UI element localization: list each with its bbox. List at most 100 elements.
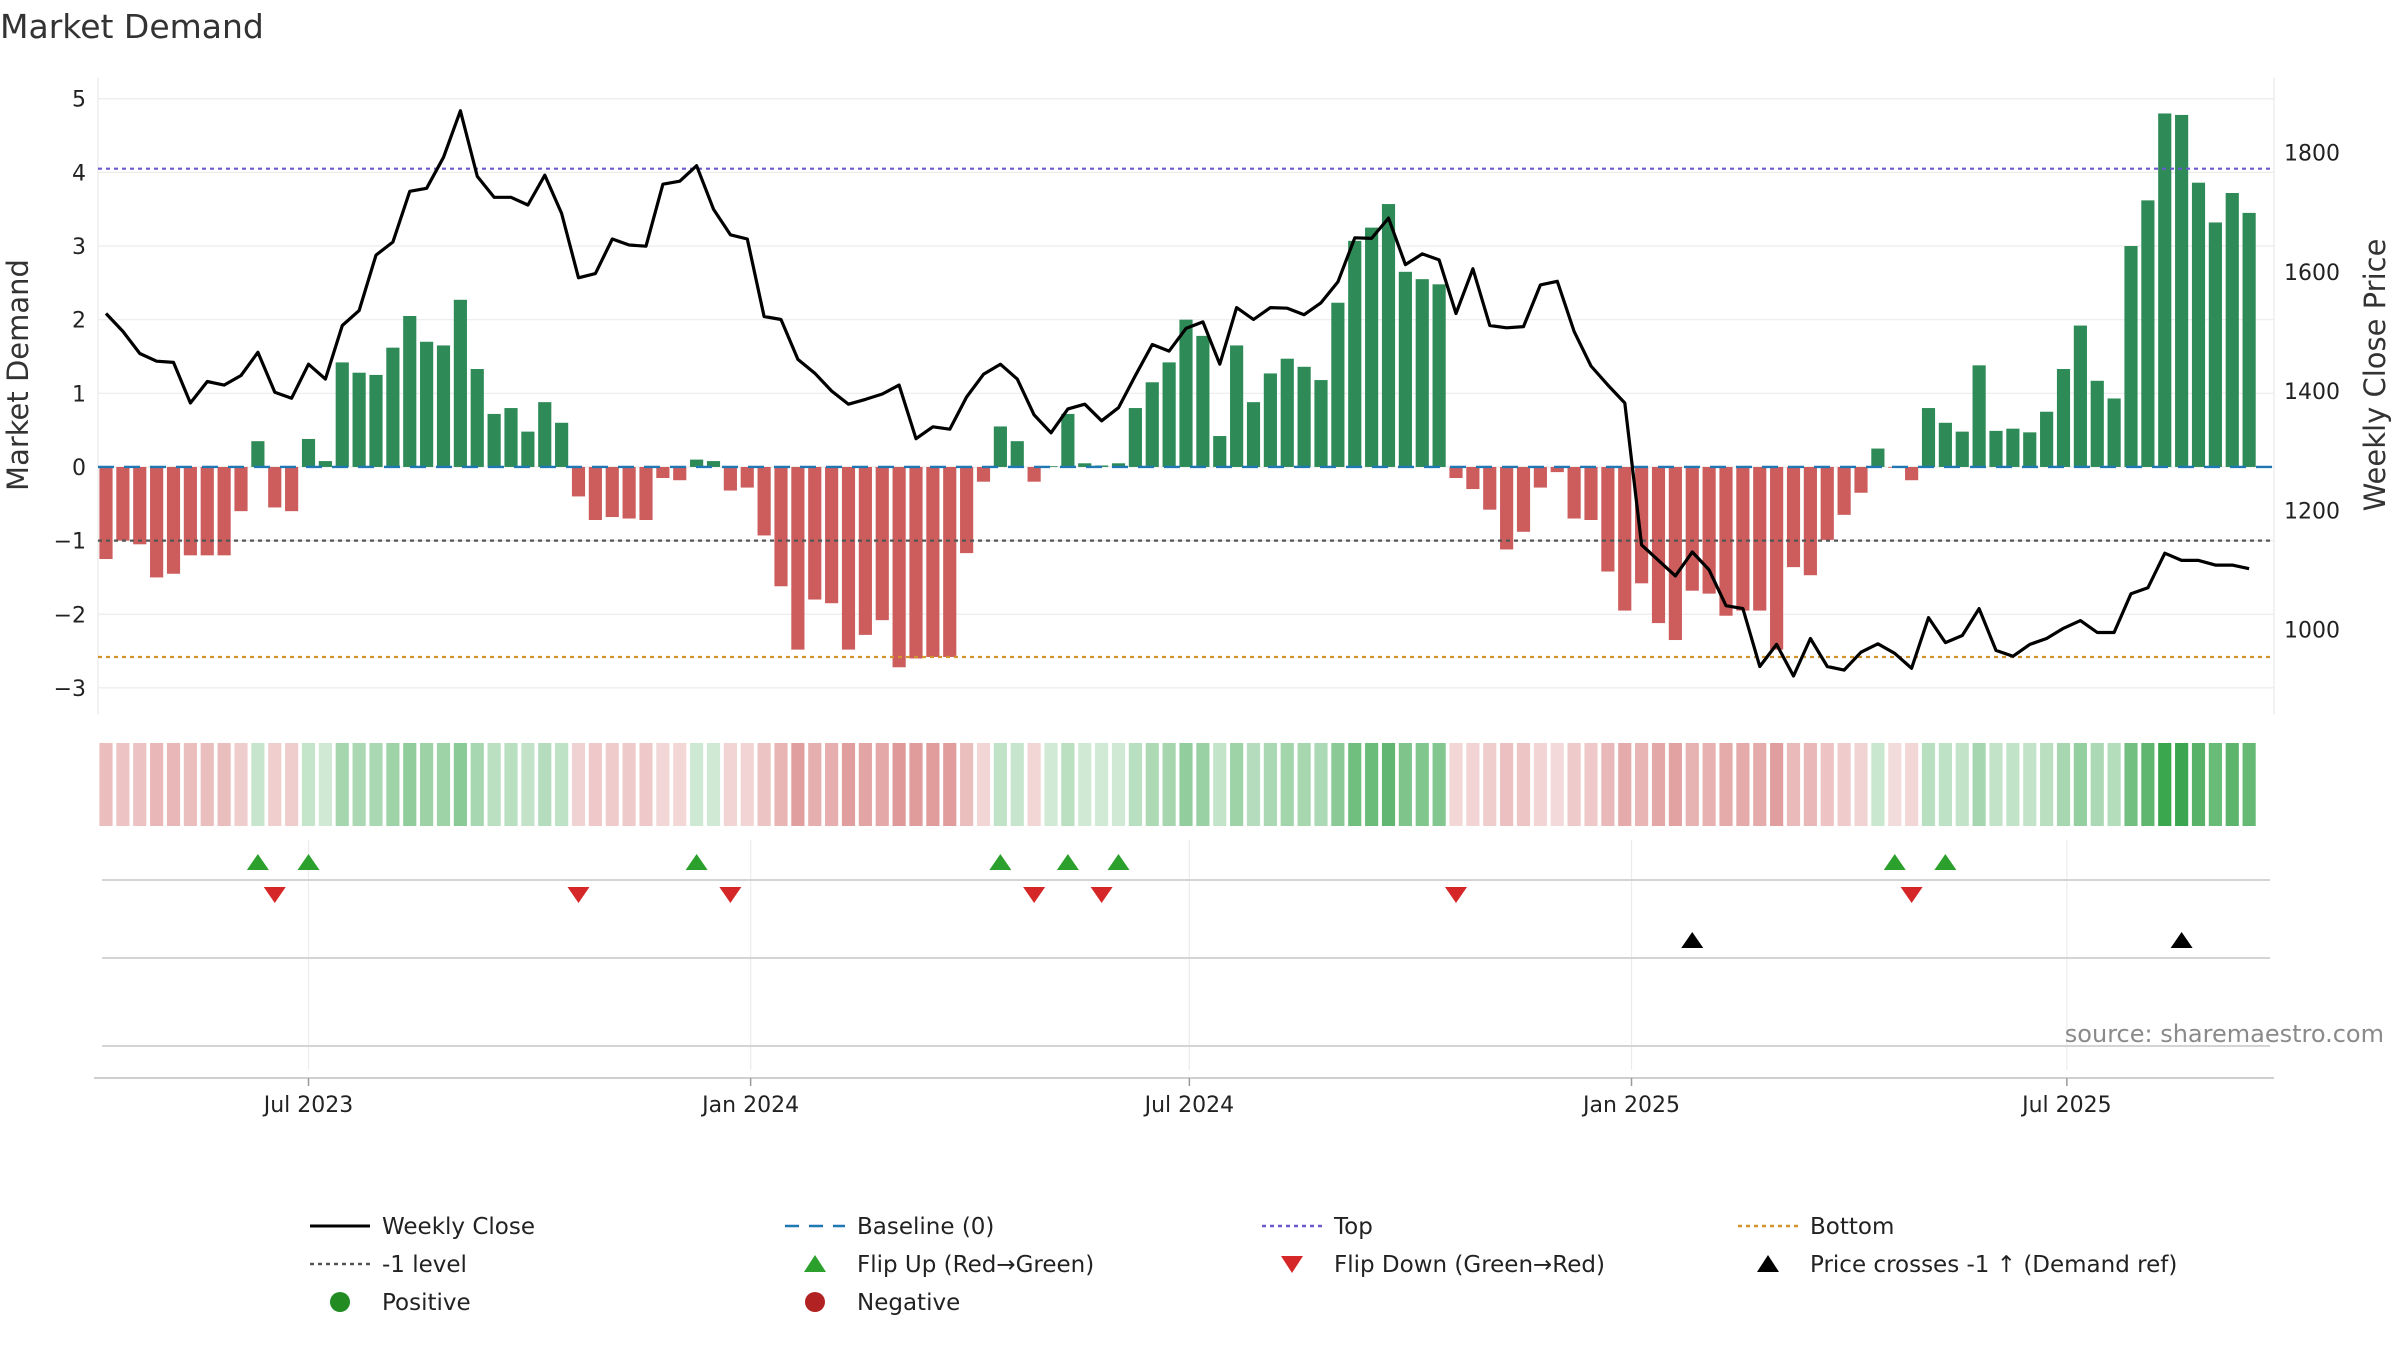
demand-bar bbox=[1736, 466, 1750, 611]
demand-bar bbox=[2124, 246, 2138, 467]
heat-strip-cell bbox=[808, 743, 822, 826]
demand-bar bbox=[1348, 240, 1362, 467]
heat-strip-cell bbox=[2056, 743, 2071, 826]
heat-strip-cell bbox=[1263, 743, 1277, 826]
legend-item: Flip Down (Green→Red) bbox=[1281, 1252, 1605, 1278]
demand-bar bbox=[926, 466, 940, 657]
heat-strip-cell bbox=[960, 743, 974, 826]
demand-bar bbox=[251, 441, 265, 467]
left-tick-label: 3 bbox=[72, 235, 86, 260]
demand-bar bbox=[723, 466, 737, 491]
left-tick-label: 5 bbox=[72, 88, 86, 113]
heat-strip-cell bbox=[1027, 743, 1041, 826]
demand-bar bbox=[1516, 466, 1531, 532]
demand-bar bbox=[841, 466, 856, 650]
demand-bar bbox=[521, 431, 535, 467]
legend-label: -1 level bbox=[382, 1252, 467, 1278]
heat-strip-cell bbox=[1365, 743, 1379, 826]
demand-bar bbox=[2006, 428, 2020, 467]
demand-bar bbox=[285, 466, 299, 512]
heat-strip-cell bbox=[1162, 743, 1176, 826]
heat-strip-cell bbox=[1415, 743, 1429, 826]
demand-bar bbox=[1635, 466, 1649, 584]
legend-item: Negative bbox=[805, 1290, 960, 1316]
heat-strip-cell bbox=[740, 743, 754, 826]
demand-bar bbox=[166, 466, 181, 574]
demand-bar bbox=[774, 466, 788, 587]
demand-bar bbox=[740, 466, 754, 488]
demand-bar bbox=[2208, 222, 2222, 467]
demand-bar bbox=[504, 408, 518, 467]
legend-label: Top bbox=[1333, 1214, 1373, 1240]
heat-strip-cell bbox=[487, 743, 501, 826]
legend-swatch bbox=[1757, 1255, 1779, 1272]
demand-bar bbox=[976, 466, 991, 482]
heat-strip-cell bbox=[555, 743, 569, 826]
flip-up-marker bbox=[989, 854, 1012, 870]
heat-strip-cell bbox=[1230, 743, 1244, 826]
heat-strip-cell bbox=[1246, 743, 1261, 826]
price-cross-marker bbox=[2170, 932, 2193, 948]
demand-bar bbox=[639, 466, 653, 520]
demand-bar bbox=[1145, 382, 1159, 467]
demand-bar bbox=[825, 466, 839, 604]
heat-strip-cell bbox=[1297, 743, 1311, 826]
heat-strip-cell bbox=[2023, 743, 2037, 826]
demand-bar bbox=[1500, 466, 1514, 550]
heat-strip-cell bbox=[791, 743, 805, 826]
left-tick-label: 2 bbox=[72, 309, 86, 334]
x-tick-label: Jul 2025 bbox=[2020, 1093, 2112, 1118]
demand-bar bbox=[808, 466, 822, 600]
demand-bar bbox=[656, 466, 670, 479]
heat-strip-cell bbox=[1736, 743, 1750, 826]
demand-bar bbox=[1162, 362, 1176, 467]
demand-bar bbox=[622, 466, 636, 519]
demand-bar bbox=[1770, 466, 1784, 650]
left-tick-label: 4 bbox=[72, 161, 86, 186]
demand-bar bbox=[1905, 466, 1919, 481]
heat-strip-cell bbox=[2141, 743, 2155, 826]
flip-up-marker bbox=[297, 854, 320, 870]
heat-strip-cell bbox=[723, 743, 737, 826]
demand-bar bbox=[1533, 466, 1547, 488]
legend-item: Flip Up (Red→Green) bbox=[804, 1252, 1094, 1278]
heat-strip-cell bbox=[1348, 743, 1362, 826]
left-tick-label: 0 bbox=[72, 456, 86, 481]
heat-strip-cell bbox=[183, 743, 197, 826]
flip-up-marker bbox=[1107, 854, 1130, 870]
demand-bar bbox=[1061, 413, 1075, 467]
demand-bar bbox=[1786, 466, 1801, 568]
demand-bar bbox=[2191, 182, 2206, 467]
demand-bar bbox=[352, 372, 366, 467]
demand-bar bbox=[1365, 227, 1379, 467]
demand-bar bbox=[200, 466, 214, 556]
demand-bar bbox=[1263, 373, 1277, 467]
source-note: source: sharemaestro.com bbox=[2065, 1020, 2384, 1048]
demand-bar bbox=[1618, 466, 1632, 611]
heat-strip-cell bbox=[2191, 743, 2206, 826]
right-tick-label: 1800 bbox=[2284, 142, 2340, 167]
heat-strip-cell bbox=[1803, 743, 1817, 826]
legend-label: Positive bbox=[382, 1290, 471, 1316]
heat-strip-cell bbox=[1972, 743, 1986, 826]
demand-bar bbox=[335, 362, 349, 467]
heat-strip-cell bbox=[1938, 743, 1952, 826]
heat-strip-cell bbox=[1398, 743, 1412, 826]
x-axis: Jul 2023 Jan 2024 Jul 2024 Jan 2025 Jul 2025 bbox=[94, 1077, 2274, 1118]
flip-down-marker bbox=[567, 887, 590, 903]
heat-strip-cell bbox=[1061, 743, 1075, 826]
flip-up-marker bbox=[685, 854, 708, 870]
heat-strip-cell bbox=[166, 743, 181, 826]
signal-markers bbox=[102, 854, 2270, 1047]
demand-bar bbox=[318, 461, 332, 467]
heat-strip-cell bbox=[1432, 743, 1446, 826]
chart-title: Market Demand bbox=[0, 7, 264, 46]
demand-bar bbox=[1010, 441, 1024, 467]
heat-strip-cell bbox=[1770, 743, 1784, 826]
demand-bar bbox=[1972, 365, 1986, 467]
flip-down-marker bbox=[263, 887, 286, 903]
demand-bar bbox=[1230, 345, 1244, 467]
heat-strip-cell bbox=[1635, 743, 1649, 826]
demand-bar bbox=[757, 466, 771, 536]
demand-bar bbox=[2242, 212, 2256, 467]
